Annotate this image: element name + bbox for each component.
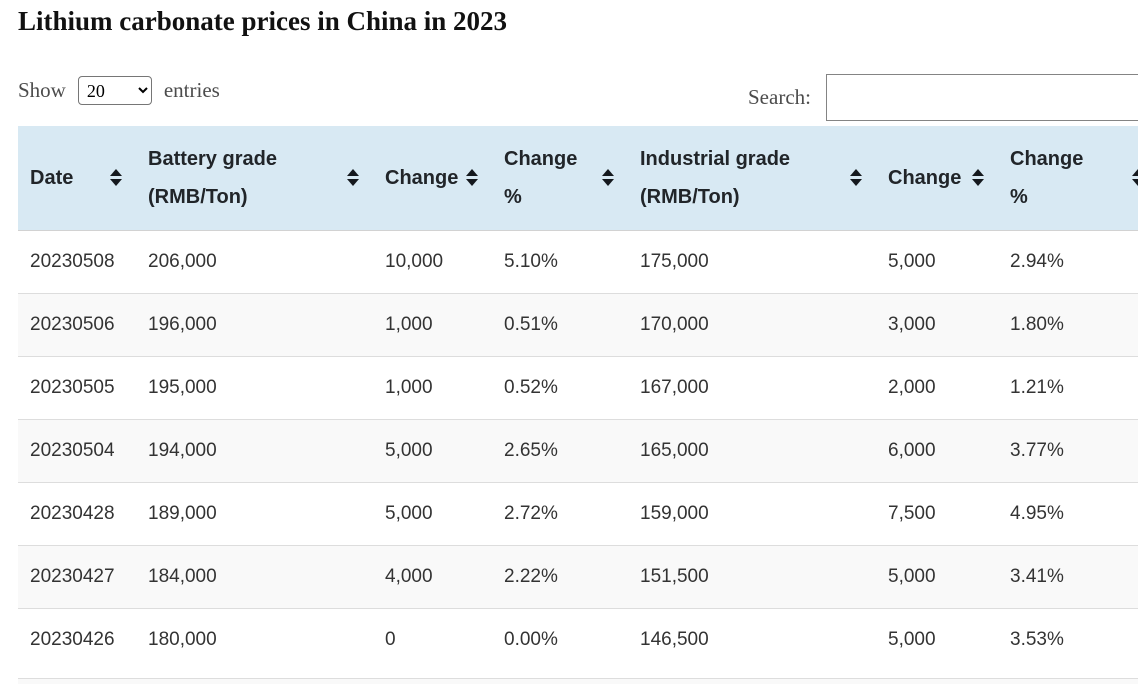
table-cell: 3,000 bbox=[876, 292, 998, 356]
table-cell: 20230508 bbox=[18, 229, 136, 293]
header-row: Date Battery grade (RMB/Ton) Change bbox=[18, 126, 1138, 231]
table-cell: 20230428 bbox=[18, 481, 136, 545]
partial-next-row bbox=[18, 678, 1138, 684]
table-header: Date Battery grade (RMB/Ton) Change bbox=[18, 126, 1138, 231]
table-cell: 7,500 bbox=[876, 481, 998, 545]
table-cell: 3.77% bbox=[998, 418, 1138, 482]
table-cell: 170,000 bbox=[628, 292, 876, 356]
entries-select[interactable]: 20 bbox=[77, 76, 152, 105]
sort-both-icon bbox=[466, 169, 479, 187]
table-cell: 1,000 bbox=[373, 292, 492, 356]
table-cell: 2,000 bbox=[876, 355, 998, 419]
column-label: Change % bbox=[1010, 147, 1084, 208]
table-cell: 195,000 bbox=[136, 355, 373, 419]
table-cell: 175,000 bbox=[628, 229, 876, 293]
table-cell: 0.52% bbox=[492, 355, 628, 419]
table-cell: 1.80% bbox=[998, 292, 1138, 356]
table-cell: 165,000 bbox=[628, 418, 876, 482]
table-cell: 5,000 bbox=[876, 229, 998, 293]
table-cell: 20230504 bbox=[18, 418, 136, 482]
table-cell: 5,000 bbox=[876, 607, 998, 671]
table-cell: 2.22% bbox=[492, 544, 628, 608]
sort-both-icon bbox=[602, 169, 614, 187]
table-cell: 2.65% bbox=[492, 418, 628, 482]
column-header-industrial-change[interactable]: Change bbox=[876, 126, 998, 231]
table-row: 20230428 189,000 5,000 2.72% 159,000 7,500 4.9… bbox=[18, 481, 1138, 545]
table-cell: 4.95% bbox=[998, 481, 1138, 545]
table-row: 20230508 206,000 10,000 5.10% 175,000 5,000 2.… bbox=[18, 229, 1138, 293]
table-cell: 5,000 bbox=[876, 544, 998, 608]
column-label: Change bbox=[385, 166, 459, 189]
table-row: 20230506 196,000 1,000 0.51% 170,000 3,000 1.8… bbox=[18, 292, 1138, 356]
sort-both-icon bbox=[850, 169, 862, 187]
table-cell: 196,000 bbox=[136, 292, 373, 356]
table-cell: 6,000 bbox=[876, 418, 998, 482]
column-header-industrial-grade[interactable]: Industrial grade (RMB/Ton) bbox=[628, 126, 876, 231]
table-row: 20230505 195,000 1,000 0.52% 167,000 2,000 1.2… bbox=[18, 355, 1138, 419]
sort-both-icon bbox=[347, 169, 359, 187]
table-cell: 151,500 bbox=[628, 544, 876, 608]
table-cell: 206,000 bbox=[136, 229, 373, 293]
page-length-control: Show 20 entries bbox=[18, 76, 220, 105]
sort-both-icon bbox=[110, 169, 122, 187]
table-cell: 184,000 bbox=[136, 544, 373, 608]
table-cell: 3.53% bbox=[998, 607, 1138, 671]
table-body: 20230508 206,000 10,000 5.10% 175,000 5,000 2.… bbox=[18, 229, 1138, 671]
search-control: Search: bbox=[748, 74, 1138, 121]
table-cell: 5,000 bbox=[373, 418, 492, 482]
column-header-date[interactable]: Date bbox=[18, 126, 136, 231]
table-cell: 167,000 bbox=[628, 355, 876, 419]
column-header-battery-change[interactable]: Change bbox=[373, 126, 492, 231]
table-cell: 1.21% bbox=[998, 355, 1138, 419]
search-input[interactable] bbox=[825, 74, 1138, 121]
table-cell: 146,500 bbox=[628, 607, 876, 671]
prices-table: Date Battery grade (RMB/Ton) Change bbox=[18, 126, 1138, 671]
table-row: 20230427 184,000 4,000 2.22% 151,500 5,000 3.4… bbox=[18, 544, 1138, 608]
table-cell: 194,000 bbox=[136, 418, 373, 482]
table-cell: 20230427 bbox=[18, 544, 136, 608]
table-row: 20230426 180,000 0 0.00% 146,500 5,000 3.53% bbox=[18, 607, 1138, 671]
column-header-industrial-change-pct[interactable]: Change % bbox=[998, 126, 1138, 231]
table-cell: 5.10% bbox=[492, 229, 628, 293]
table-cell: 10,000 bbox=[373, 229, 492, 293]
sort-both-icon bbox=[972, 169, 984, 187]
column-label: Industrial grade (RMB/Ton) bbox=[640, 147, 791, 208]
table-cell: 0.00% bbox=[492, 607, 628, 671]
table-cell: 2.72% bbox=[492, 481, 628, 545]
table-cell: 159,000 bbox=[628, 481, 876, 545]
table-cell: 0 bbox=[373, 607, 492, 671]
column-header-battery-grade[interactable]: Battery grade (RMB/Ton) bbox=[136, 126, 373, 231]
sort-both-icon bbox=[1132, 169, 1138, 187]
column-header-battery-change-pct[interactable]: Change % bbox=[492, 126, 628, 231]
table-cell: 3.41% bbox=[998, 544, 1138, 608]
table-cell: 20230505 bbox=[18, 355, 136, 419]
table-cell: 20230426 bbox=[18, 607, 136, 671]
table-cell: 1,000 bbox=[373, 355, 492, 419]
column-label: Battery grade (RMB/Ton) bbox=[148, 147, 277, 208]
entries-label: entries bbox=[163, 78, 220, 102]
table-cell: 2.94% bbox=[998, 229, 1138, 293]
table-cell: 189,000 bbox=[136, 481, 373, 545]
table-cell: 0.51% bbox=[492, 292, 628, 356]
search-label: Search: bbox=[748, 85, 811, 109]
column-label: Change bbox=[888, 166, 962, 189]
page-title: Lithium carbonate prices in China in 202… bbox=[18, 6, 508, 36]
table-row: 20230504 194,000 5,000 2.65% 165,000 6,000 3.7… bbox=[18, 418, 1138, 482]
table-cell: 20230506 bbox=[18, 292, 136, 356]
show-label: Show bbox=[18, 78, 66, 102]
table-cell: 180,000 bbox=[136, 607, 373, 671]
column-label: Date bbox=[30, 166, 74, 189]
column-label: Change % bbox=[504, 147, 578, 208]
table-cell: 5,000 bbox=[373, 481, 492, 545]
table-cell: 4,000 bbox=[373, 544, 492, 608]
